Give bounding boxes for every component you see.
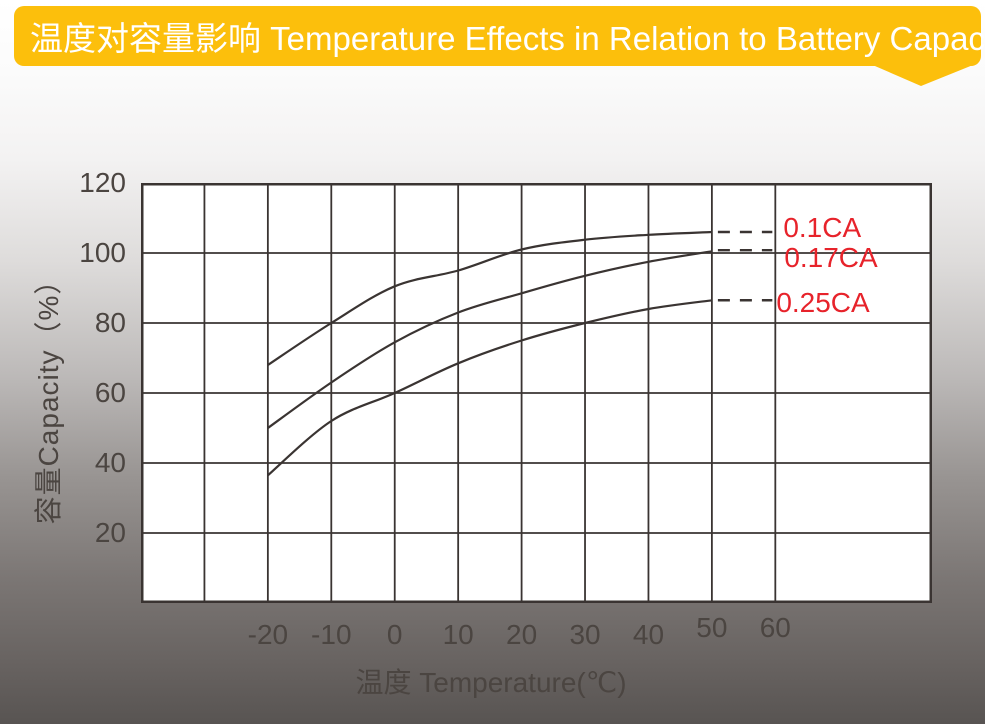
x-tick-label: 10 — [442, 619, 474, 650]
title-banner: 温度对容量影响 Temperature Effects in Relation … — [14, 6, 985, 66]
series-label-017ca: 0.17CA — [784, 242, 878, 274]
capacity-curve-0.25CA — [267, 299, 713, 477]
series-label-025ca: 0.25CA — [776, 287, 870, 319]
banner-tail — [868, 63, 978, 86]
y-tick-label: 20 — [94, 517, 126, 548]
x-tick-label: 60 — [759, 612, 791, 643]
plot-area: 0.1CA 0.17CA 0.25CA — [141, 183, 932, 603]
y-tick-label: 120 — [79, 167, 126, 198]
y-tick-label: 100 — [79, 237, 126, 268]
capacity-curve-0.17CA — [267, 250, 713, 429]
x-tick-label: 40 — [632, 619, 665, 650]
series-label-01ca: 0.1CA — [783, 212, 862, 243]
banner-tail-shape — [868, 63, 978, 86]
x-tick-label: -10 — [311, 619, 352, 650]
y-tick-label: 80 — [94, 307, 126, 338]
y-tick-label: 40 — [94, 447, 126, 478]
x-axis-title: 温度 Temperature(℃) — [355, 667, 627, 698]
grid-and-curves-svg — [141, 183, 932, 603]
plot-border — [141, 183, 932, 603]
page-title: 温度对容量影响 Temperature Effects in Relation … — [30, 20, 985, 57]
x-tick-label: 30 — [569, 619, 601, 650]
x-tick-label: 20 — [506, 619, 538, 650]
x-tick-label: 0 — [386, 619, 403, 650]
x-tick-label: -20 — [247, 619, 289, 650]
capacity-curve-0.1CA — [267, 230, 712, 366]
x-tick-label: 50 — [696, 612, 728, 643]
y-tick-label: 60 — [94, 377, 126, 408]
